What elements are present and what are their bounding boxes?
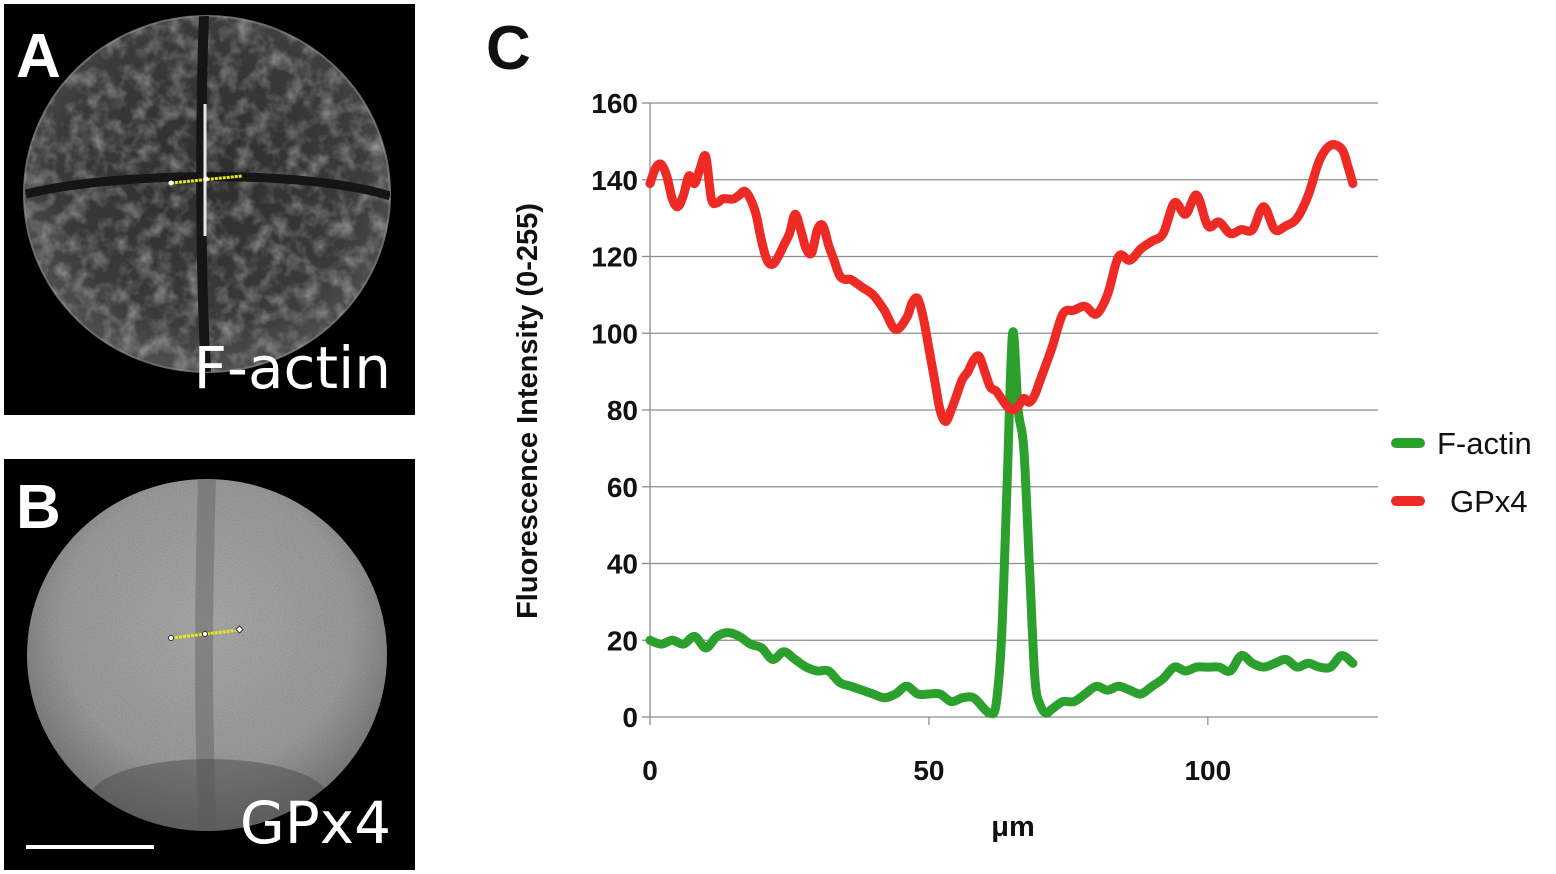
series-lines <box>645 140 1358 719</box>
x-tick-label-100: 100 <box>1184 755 1231 786</box>
legend-label-f-actin: F-actin <box>1437 426 1532 461</box>
embryo-image-f-actin <box>23 15 391 373</box>
stain-label-f-actin: F-actin <box>193 334 391 402</box>
stain-label-gpx4: GPx4 <box>239 789 391 857</box>
y-tick-label-80: 80 <box>607 395 638 426</box>
x-axis-title: μm <box>991 811 1035 843</box>
x-tick-label-0: 0 <box>642 755 658 786</box>
y-tick-label-60: 60 <box>607 472 638 503</box>
y-tick-label-40: 40 <box>607 549 638 580</box>
legend-label-gpx4: GPx4 <box>1450 484 1528 519</box>
embryo-image-gpx4 <box>26 479 387 849</box>
y-tick-label-120: 120 <box>591 242 638 273</box>
panel-letter-b: B <box>16 473 61 542</box>
series-line-gpx4 <box>645 140 1358 426</box>
y-axis-title: Fluorescence Intensity (0-255) <box>512 203 544 619</box>
series-line-f-actin <box>645 327 1358 719</box>
axes: 0 20 40 60 80 100 120 140 160 0 50 100 <box>591 88 1378 786</box>
panel-a-micrograph: A F-actin <box>4 4 415 415</box>
legend: F-actin GPx4 <box>1391 426 1532 519</box>
panel-letter-c: C <box>486 14 531 83</box>
y-tick-label-140: 140 <box>591 165 638 196</box>
y-tick-label-20: 20 <box>607 625 638 656</box>
y-tick-label-160: 160 <box>591 88 638 119</box>
panel-letter-a: A <box>16 22 61 91</box>
x-tick-label-50: 50 <box>913 755 944 786</box>
panel-b-micrograph: B GPx4 <box>4 459 415 870</box>
y-tick-label-0: 0 <box>622 702 638 733</box>
y-tick-label-100: 100 <box>591 318 638 349</box>
